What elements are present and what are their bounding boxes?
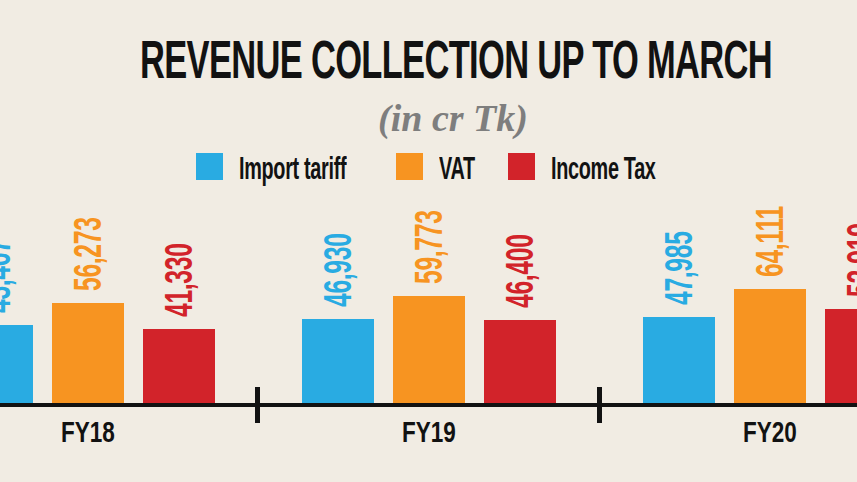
bar-income-tax-fy18 [143, 329, 215, 403]
axis-tick [597, 387, 602, 423]
axis-tick [255, 387, 260, 423]
x-axis-line [0, 403, 857, 407]
bar-value-label: 64,111 [748, 168, 793, 277]
bar-income-tax-fy20 [825, 309, 857, 403]
chart-subtitle: (in cr Tk) [378, 96, 528, 140]
bar-vat-fy18 [52, 303, 124, 403]
x-axis-label-fy19: FY19 [393, 415, 465, 449]
legend-swatch [196, 153, 223, 180]
x-axis-label-fy20: FY20 [734, 415, 806, 449]
chart-title: REVENUE COLLECTION UP TO MARCH [0, 29, 857, 90]
legend-label: Income Tax [551, 150, 656, 187]
bar-import-tariff-fy19 [302, 319, 374, 403]
bar-income-tax-fy19 [484, 320, 556, 403]
bar-vat-fy19 [393, 296, 465, 403]
bar-vat-fy20 [734, 289, 806, 403]
legend-swatch [508, 153, 535, 180]
bar-value-label: 59,773 [407, 171, 452, 284]
x-axis-label-fy18: FY18 [52, 415, 124, 449]
bar-import-tariff-fy18 [0, 325, 33, 403]
bar-value-label: 52,919 [839, 184, 857, 297]
legend-label: Import tariff [239, 150, 346, 187]
bar-value-label: 46,400 [498, 195, 543, 308]
bar-value-label: 43,467 [0, 200, 20, 313]
bar-value-label: 56,273 [66, 178, 111, 291]
bar-import-tariff-fy20 [643, 317, 715, 403]
bar-value-label: 41,330 [157, 204, 202, 317]
bar-value-label: 46,930 [316, 194, 361, 307]
bar-value-label: 47,985 [657, 192, 702, 305]
